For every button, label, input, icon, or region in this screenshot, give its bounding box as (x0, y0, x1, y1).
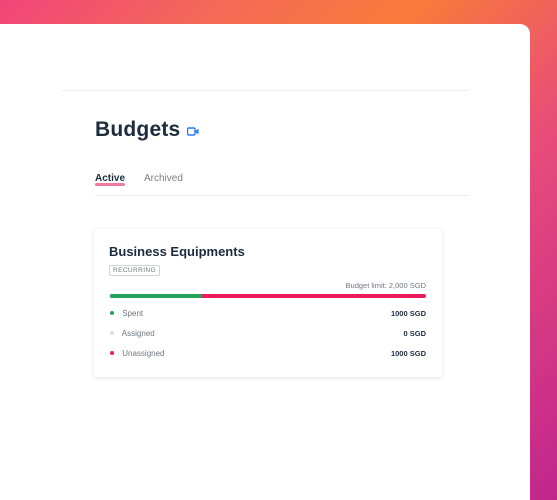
budget-card[interactable]: Business Equipments RECURRING Budget lim… (94, 229, 442, 377)
spent-dot-icon (110, 310, 114, 315)
unassigned-row: Unassigned 1000 SGD (110, 349, 426, 361)
tab-archived-label: Archived (144, 173, 183, 184)
active-tab-indicator (95, 183, 125, 186)
assigned-amount: 0 SGD (403, 329, 426, 338)
video-camera-icon[interactable] (187, 126, 199, 136)
unassigned-amount: 1000 SGD (390, 349, 426, 358)
tab-bar: Active Archived (95, 173, 468, 196)
recurring-badge: RECURRING (109, 265, 160, 276)
spent-label: Spent (122, 309, 144, 318)
budget-name: Business Equipments (109, 244, 245, 259)
tab-active-label: Active (95, 173, 126, 184)
budgets-panel: Budgets Active Archived Business Equipme… (62, 90, 468, 411)
assigned-label: Assigned (121, 329, 155, 338)
assigned-dot-icon (110, 330, 114, 335)
unassigned-label: Unassigned (122, 349, 165, 358)
budget-progress-bar (110, 294, 426, 298)
tab-active[interactable]: Active (95, 173, 126, 186)
unassigned-dot-icon (110, 350, 114, 355)
budget-limit: Budget limit: 2,000 SGD (345, 281, 426, 290)
tab-archived[interactable]: Archived (144, 173, 183, 184)
spent-bar-fill (110, 294, 202, 298)
page-title: Budgets (95, 118, 181, 141)
spent-row: Spent 1000 SGD (110, 309, 426, 321)
assigned-row: Assigned 0 SGD (110, 329, 426, 341)
spent-amount: 1000 SGD (390, 309, 426, 318)
title-row: Budgets (95, 118, 199, 142)
